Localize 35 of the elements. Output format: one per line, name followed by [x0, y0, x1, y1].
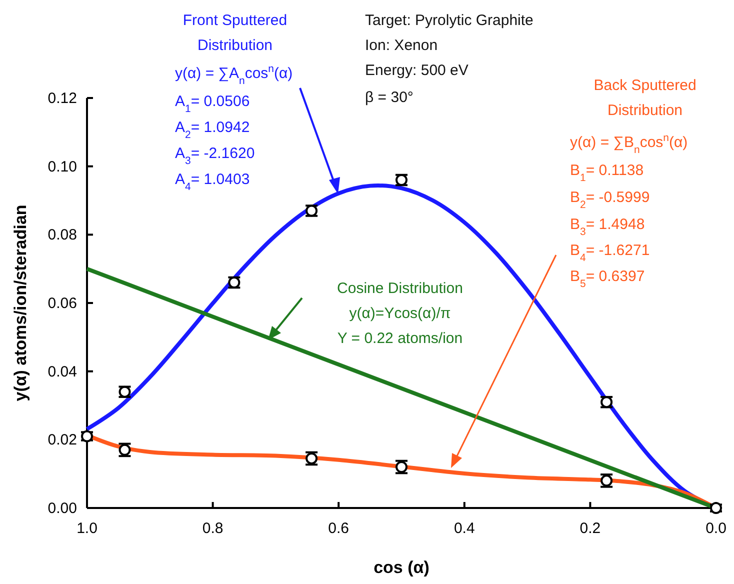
point [81, 430, 93, 442]
y-tick-label: 0.04 [48, 363, 77, 380]
text: y(α) = ∑A$_{n}$cos$^{n}$(α) [175, 63, 293, 87]
y-tick-label: 0.12 [48, 90, 77, 107]
y-axis-title: y(α) atoms/ion/steradian [11, 204, 30, 402]
x-tick-label: 0.8 [202, 520, 224, 537]
y-tick-label: 0.10 [48, 158, 77, 176]
y-tick-label: 0.08 [48, 226, 77, 244]
text: Back Sputtered Distribution [594, 77, 696, 119]
annotation: A$_{1}$= 0.0506 [175, 93, 250, 115]
text: Energy: 500 eV [365, 62, 468, 79]
y-tick-label: 0.06 [48, 295, 77, 312]
annotation: y(α)=Ycos(α)/π [349, 305, 451, 322]
annotation: Y = 0.22 atoms/ion [337, 330, 463, 347]
x-axis-title: cos (α) [374, 558, 430, 577]
x-tick-label: 0.0 [706, 520, 726, 537]
x-tick-label: 0.2 [580, 520, 601, 537]
annotation: β = 30° [365, 89, 414, 106]
annotation: B$_{2}$= -0.5999 [570, 189, 650, 211]
text: Cosine Distribution [337, 280, 463, 297]
text: Ion: Xenon [365, 37, 438, 54]
x-tick-label: 0.4 [454, 520, 475, 537]
annotation: A$_{3}$= -2.1620 [175, 145, 255, 167]
annotation: B$_{1}$= 0.1138 [570, 162, 644, 184]
annotation: B$_{3}$= 1.4948 [570, 216, 645, 238]
annotation: B$_{4}$= -1.6271 [570, 242, 650, 264]
text: Target: Pyrolytic Graphite [365, 12, 534, 29]
annotation: B$_{5}$= 0.6397 [570, 268, 645, 290]
y-tick-label: 0.00 [48, 500, 77, 517]
y-tick-label: 0.02 [48, 432, 77, 449]
annotation: y(α) = ∑B$_{n}$cos$^{n}$(α) [570, 132, 688, 156]
annotation: A$_{2}$= 1.0942 [175, 119, 250, 141]
annotation: A$_{4}$= 1.0403 [175, 171, 250, 193]
x-tick-label: 1.0 [76, 520, 98, 537]
x-tick-label: 0.6 [328, 520, 350, 537]
